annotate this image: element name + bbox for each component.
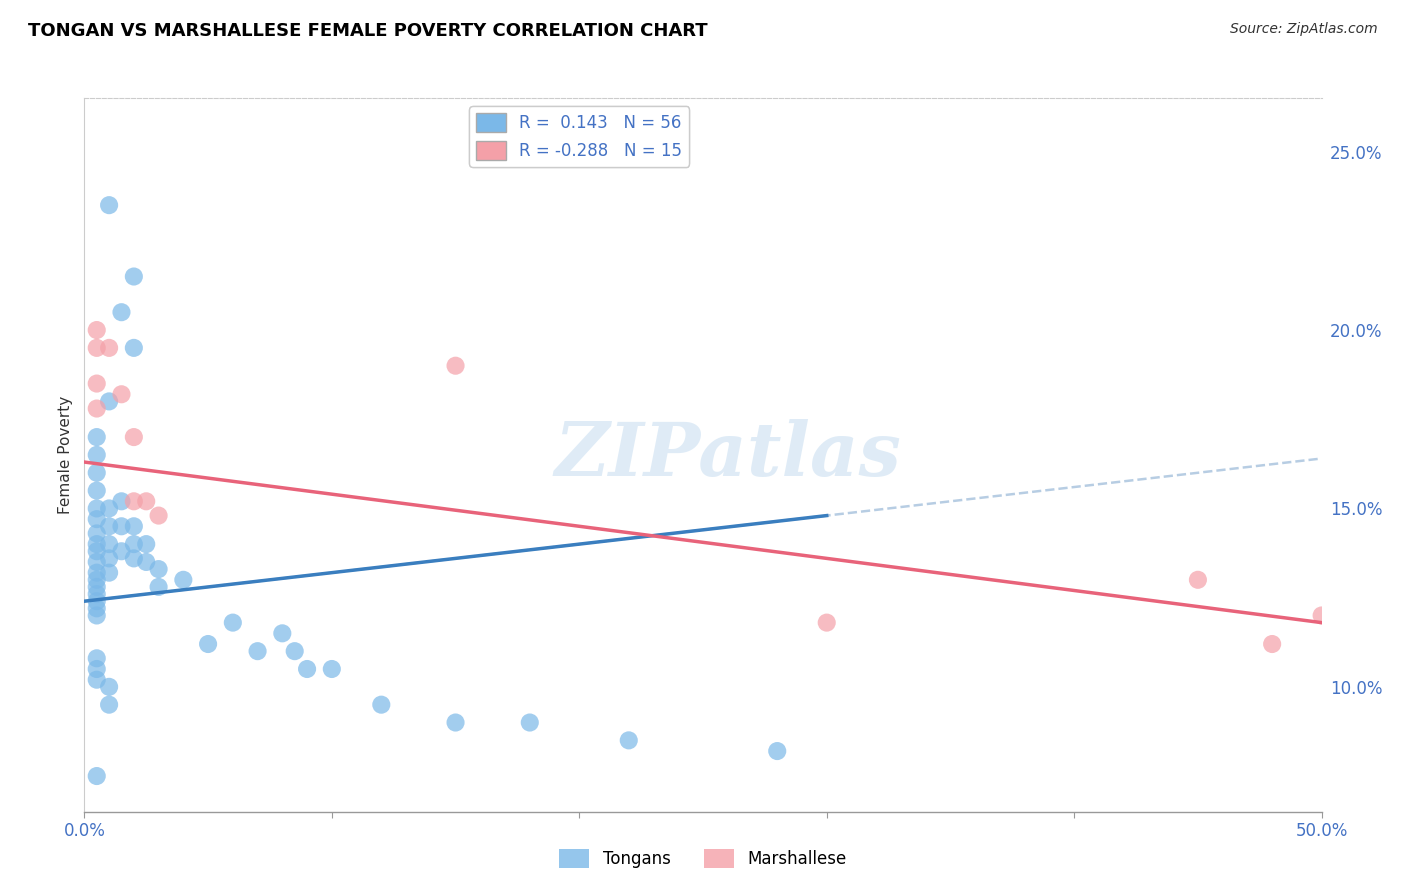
Point [86,376,108,391]
Point [98,551,121,566]
Point [284,644,307,658]
Y-axis label: Female Poverty: Female Poverty [58,396,73,514]
Point [110,519,132,533]
Point [271,626,294,640]
Point [321,662,343,676]
Point [172,573,194,587]
Point [86,544,108,558]
Point [617,733,640,747]
Point [86,526,108,541]
Point [86,537,108,551]
Point [222,615,245,630]
Point [519,715,541,730]
Text: ZIPatlas: ZIPatlas [554,418,901,491]
Point [122,494,145,508]
Point [86,323,108,337]
Point [110,387,132,401]
Point [86,341,108,355]
Point [86,466,108,480]
Point [86,673,108,687]
Point [1187,573,1209,587]
Point [122,269,145,284]
Point [86,512,108,526]
Point [86,580,108,594]
Point [86,448,108,462]
Point [86,566,108,580]
Point [86,501,108,516]
Point [148,562,170,576]
Point [1310,608,1333,623]
Point [122,430,145,444]
Point [148,580,170,594]
Point [86,769,108,783]
Point [135,537,157,551]
Point [86,401,108,416]
Point [98,566,121,580]
Point [135,555,157,569]
Text: TONGAN VS MARSHALLESE FEMALE POVERTY CORRELATION CHART: TONGAN VS MARSHALLESE FEMALE POVERTY COR… [28,22,707,40]
Point [135,494,157,508]
Point [370,698,392,712]
Text: Source: ZipAtlas.com: Source: ZipAtlas.com [1230,22,1378,37]
Point [444,359,467,373]
Point [246,644,269,658]
Point [86,430,108,444]
Point [86,608,108,623]
Point [98,341,121,355]
Legend: R =  0.143   N = 56, R = -0.288   N = 15: R = 0.143 N = 56, R = -0.288 N = 15 [470,106,689,167]
Point [122,551,145,566]
Point [86,662,108,676]
Point [86,594,108,608]
Point [98,501,121,516]
Point [86,483,108,498]
Point [98,680,121,694]
Legend: Tongans, Marshallese: Tongans, Marshallese [553,842,853,875]
Point [86,573,108,587]
Point [86,651,108,665]
Point [98,537,121,551]
Point [110,305,132,319]
Point [766,744,789,758]
Point [122,341,145,355]
Point [295,662,318,676]
Point [86,587,108,601]
Point [98,394,121,409]
Point [110,544,132,558]
Point [98,698,121,712]
Point [122,519,145,533]
Point [815,615,838,630]
Point [86,601,108,615]
Point [197,637,219,651]
Point [98,198,121,212]
Point [148,508,170,523]
Point [1261,637,1284,651]
Point [110,494,132,508]
Point [444,715,467,730]
Point [122,537,145,551]
Point [86,555,108,569]
Point [98,519,121,533]
